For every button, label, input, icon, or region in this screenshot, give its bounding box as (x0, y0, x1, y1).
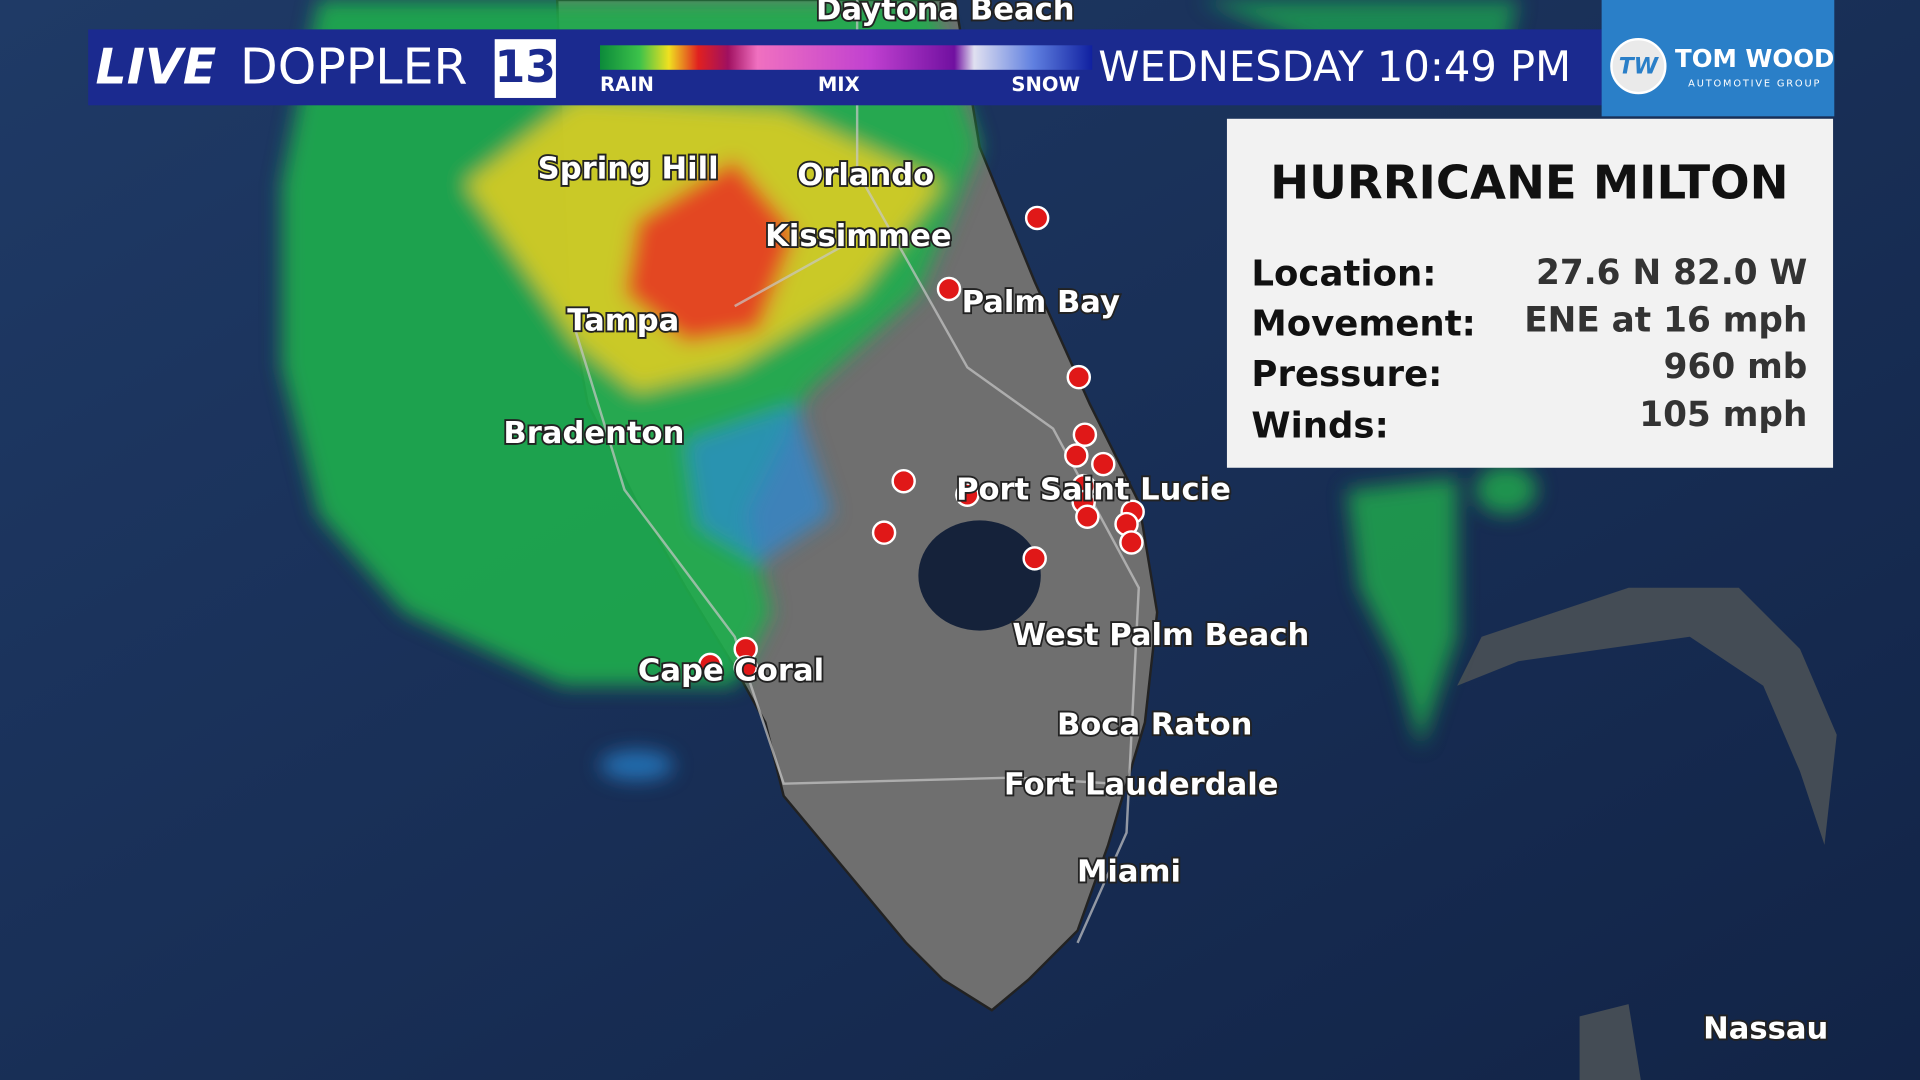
brand-number: 13 (495, 42, 556, 93)
brand-live: LIVE (96, 38, 217, 95)
legend-label: MIX (818, 73, 860, 96)
info-value: 27.6 N 82.0 W (1536, 253, 1807, 293)
city-label: Fort Lauderdale (1004, 768, 1279, 803)
info-box (1226, 118, 1834, 468)
info-label: Winds: (1251, 405, 1388, 446)
city-label: Orlando (797, 158, 934, 193)
brand-doppler: DOPPLER (240, 38, 468, 95)
city-label: Cape Coral (638, 654, 824, 689)
sponsor-logo-circle (1610, 37, 1667, 95)
city-label: Spring Hill (538, 152, 719, 187)
info-value: 960 mb (1664, 347, 1808, 387)
sponsor-sub: AUTOMOTIVE GROUP (1688, 78, 1821, 89)
info-value: 105 mph (1639, 395, 1807, 435)
city-label: Boca Raton (1057, 708, 1253, 743)
radar (281, 0, 1537, 780)
city-label: Miami (1077, 855, 1181, 890)
city-labels: Daytona Beach Spring Hill Orlando Kissimmee… (502, 0, 1831, 1048)
info-label: Location: (1251, 254, 1436, 295)
city-label: Port Saint Lucie (956, 473, 1231, 508)
city-label: Bradenton (503, 416, 684, 451)
city-label: Tampa (567, 304, 679, 339)
bahamas-land (1457, 587, 1837, 845)
sponsor-logo: TW (1619, 54, 1660, 79)
city-label: Nassau (1703, 1011, 1828, 1046)
legend-label: RAIN (600, 73, 654, 96)
info-title: HURRICANE MILTON (1270, 156, 1788, 210)
legend-label: SNOW (1011, 73, 1080, 96)
roads (574, 0, 1141, 944)
city-label: West Palm Beach (1012, 618, 1309, 653)
city-label: Palm Bay (962, 285, 1120, 320)
info-label: Movement: (1251, 304, 1475, 345)
bahamas-land (1579, 1004, 1641, 1080)
warning-icons (697, 205, 1145, 680)
city-label: Kissimmee (765, 219, 951, 254)
info-value: ENE at 16 mph (1524, 301, 1807, 341)
timestamp: WEDNESDAY 10:49 PM (1098, 42, 1571, 91)
city-label: Daytona Beach (816, 0, 1075, 28)
info-label: Pressure: (1251, 354, 1442, 395)
brand-box (494, 39, 556, 98)
info-rows: Location: 27.6 N 82.0 W Movement: ENE at 16… (1251, 253, 1807, 447)
lake-okeechobee (918, 520, 1041, 631)
precip-legend-bar (600, 45, 1093, 70)
sponsor-name: TOM WOOD (1675, 44, 1834, 73)
